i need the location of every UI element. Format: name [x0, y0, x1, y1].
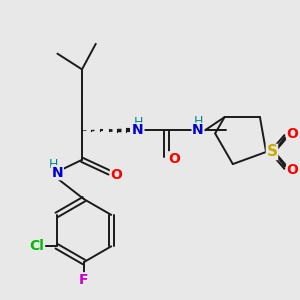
Text: S: S	[266, 145, 278, 160]
Text: O: O	[110, 168, 122, 182]
Text: F: F	[79, 273, 89, 287]
Text: Cl: Cl	[30, 239, 44, 253]
Text: H: H	[49, 158, 58, 171]
Text: O: O	[169, 152, 180, 166]
Text: N: N	[52, 166, 63, 180]
Text: N: N	[192, 123, 204, 137]
Text: O: O	[287, 163, 298, 177]
Text: O: O	[287, 127, 298, 141]
Text: H: H	[193, 115, 203, 128]
Text: N: N	[132, 123, 144, 137]
Text: H: H	[133, 116, 143, 129]
